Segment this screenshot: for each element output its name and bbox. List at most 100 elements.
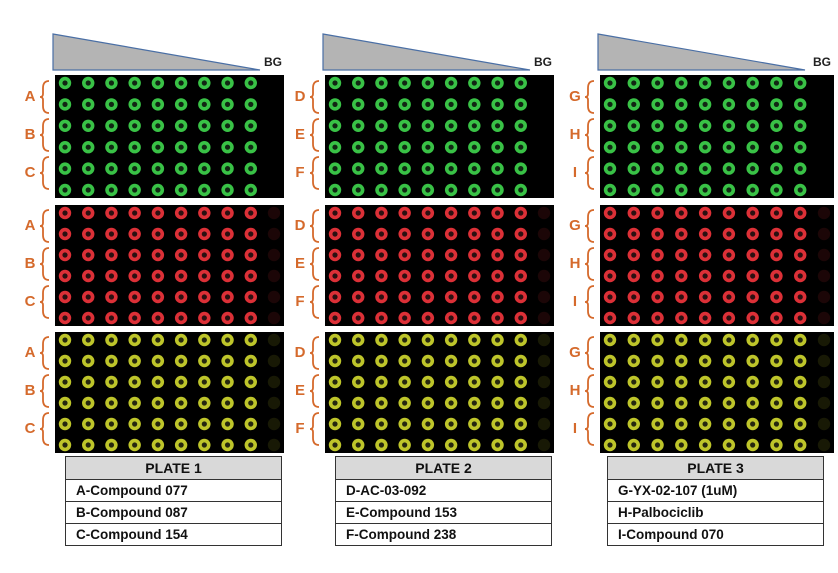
well-center (248, 101, 254, 107)
well-center (702, 123, 708, 129)
well-center (678, 337, 684, 343)
well-center (155, 337, 161, 343)
group-label-i: I (572, 293, 578, 310)
well-center (631, 442, 637, 448)
group-label-b: B (24, 126, 36, 143)
well-center (518, 400, 524, 406)
row-bracket-icon (584, 285, 595, 319)
well-center (654, 294, 661, 300)
well-center (518, 315, 524, 321)
well-center (355, 337, 361, 343)
well-center (201, 442, 207, 448)
red-channel-panel (600, 205, 834, 326)
well-center (332, 379, 338, 385)
well-center (155, 294, 161, 300)
well-center (155, 80, 161, 86)
well-center (85, 231, 91, 237)
well-center (201, 379, 207, 385)
well-center (654, 442, 661, 448)
well-center (471, 337, 477, 343)
well-center (773, 252, 780, 258)
well-center (62, 123, 68, 129)
well-center (62, 231, 68, 237)
well-center (248, 231, 254, 237)
well-center (494, 358, 501, 364)
well-center (797, 101, 803, 107)
well-center (402, 337, 408, 343)
well-center (702, 166, 708, 172)
well-center (402, 101, 408, 107)
well-center (797, 123, 803, 129)
well-center (402, 123, 408, 129)
well-center (797, 187, 803, 193)
well-center (448, 273, 454, 279)
well-center (750, 294, 756, 300)
plate-3-column: BG G H I G H I G H I PLATE 3 G-YX-02-107… (565, 0, 835, 573)
well-center (797, 273, 803, 279)
well-center (494, 231, 501, 237)
well-center (201, 337, 207, 343)
well-center (726, 231, 732, 237)
well-center (155, 421, 161, 427)
well-center (132, 144, 138, 150)
well-center (678, 273, 684, 279)
well-center (607, 123, 613, 129)
well-center (155, 252, 161, 258)
well-center (448, 315, 454, 321)
well-center (471, 231, 477, 237)
well-center (518, 166, 524, 172)
background-well (817, 417, 831, 431)
well-center (402, 187, 408, 193)
well-center (355, 273, 361, 279)
well-center (654, 210, 661, 216)
well-center (332, 123, 338, 129)
background-well (537, 396, 551, 410)
well-center (62, 337, 68, 343)
well-center (178, 358, 184, 364)
compound-row: A-Compound 077 (66, 480, 281, 502)
well-center (726, 166, 732, 172)
well-center (750, 421, 756, 427)
well-center (108, 294, 115, 300)
well-center (702, 379, 708, 385)
background-well (817, 438, 831, 452)
well-center (201, 358, 207, 364)
well-center (797, 358, 803, 364)
well-center (332, 231, 338, 237)
plate-1-column: BG A B C A B C A B C PLATE 1 A-Compound … (20, 0, 290, 573)
well-center (402, 379, 408, 385)
well-center (607, 144, 613, 150)
well-center (797, 315, 803, 321)
well-center (248, 210, 254, 216)
group-label-h: H (569, 382, 581, 399)
well-center (178, 273, 184, 279)
well-center (607, 315, 613, 321)
well-center (750, 187, 756, 193)
group-label-i: I (572, 420, 578, 437)
well-center (702, 252, 708, 258)
group-label-f: F (295, 293, 305, 310)
well-center (678, 358, 684, 364)
well-center (132, 166, 138, 172)
row-bracket-icon (39, 412, 50, 446)
well-center (402, 400, 408, 406)
well-center (425, 273, 431, 279)
well-center (332, 252, 338, 258)
well-center (750, 210, 756, 216)
well-center (494, 294, 501, 300)
well-center (518, 231, 524, 237)
compound-row: F-Compound 238 (346, 527, 457, 542)
well-center (224, 294, 231, 300)
group-label-c: C (24, 420, 36, 437)
well-center (108, 442, 115, 448)
compound-row: H-Palbociclib (608, 502, 823, 524)
well-center (178, 166, 184, 172)
well-center (702, 144, 708, 150)
well-center (224, 421, 231, 427)
well-center (494, 210, 501, 216)
background-well (537, 438, 551, 452)
well-center (62, 294, 68, 300)
well-center (132, 421, 138, 427)
group-label-c: C (24, 164, 36, 181)
well-center (201, 231, 207, 237)
